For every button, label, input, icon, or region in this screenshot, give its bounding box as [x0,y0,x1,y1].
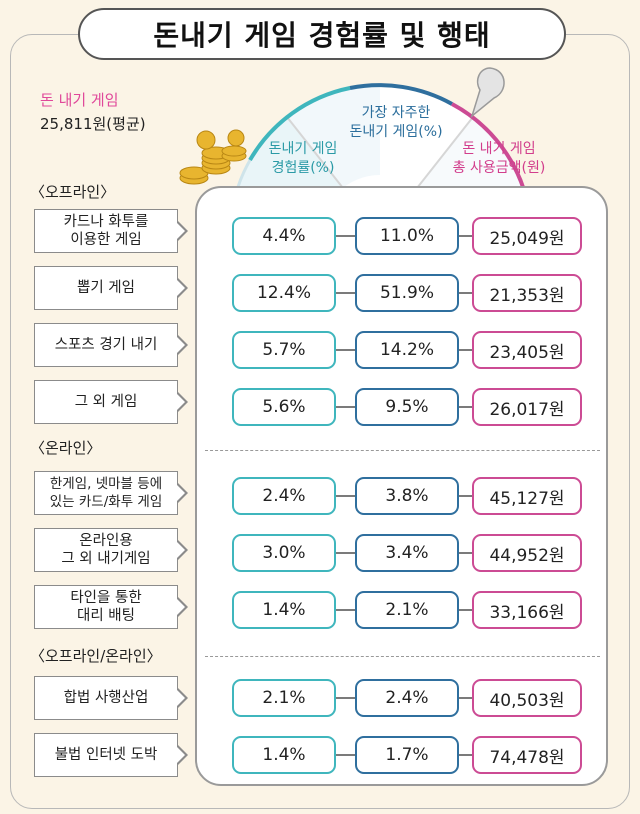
row-label: 그 외 게임 [34,380,188,424]
experience-rate-value: 4.4% [232,217,336,255]
coin-stack-icon [176,126,252,192]
total-spending-value: 74,478원 [472,736,582,774]
experience-rate-value: 1.4% [232,591,336,629]
total-spending-value: 21,353원 [472,274,582,312]
column-header-total-spending: 돈 내기 게임 총 사용금액(원) [452,141,546,176]
total-spending-value: 45,127원 [472,477,582,515]
row-label: 카드나 화투를 이용한 게임 [34,209,188,253]
total-spending-value: 26,017원 [472,388,582,426]
experience-rate-value: 1.4% [232,736,336,774]
row-label: 한게임, 넷마블 등에 있는 카드/화투 게임 [34,471,188,515]
experience-rate-value: 12.4% [232,274,336,312]
most-frequent-value: 2.4% [355,679,459,717]
total-spending-value: 44,952원 [472,534,582,572]
section-label-offline-online: 〈오프라인/온라인〉 [30,647,162,665]
average-label: 돈 내기 게임 [40,91,119,109]
section-divider [205,450,600,451]
column-header-experience-rate: 돈내기 게임 경험률(%) [268,141,338,176]
row-label: 뽑기 게임 [34,266,188,310]
column-header-most-frequent: 가장 자주한 돈내기 게임(%) [349,105,443,140]
experience-rate-value: 2.1% [232,679,336,717]
section-label-online: 〈온라인〉 [30,439,102,457]
row-label: 스포츠 경기 내기 [34,323,188,367]
most-frequent-value: 1.7% [355,736,459,774]
average-value: 25,811원(평균) [40,115,146,133]
most-frequent-value: 11.0% [355,217,459,255]
pointer-icon [470,67,505,119]
most-frequent-value: 51.9% [355,274,459,312]
total-spending-value: 40,503원 [472,679,582,717]
row-label: 온라인용 그 외 내기게임 [34,528,188,572]
section-label-offline: 〈오프라인〉 [30,183,116,201]
most-frequent-value: 9.5% [355,388,459,426]
row-label: 합법 사행산업 [34,676,188,720]
experience-rate-value: 2.4% [232,477,336,515]
row-label: 불법 인터넷 도박 [34,733,188,777]
most-frequent-value: 3.8% [355,477,459,515]
most-frequent-value: 3.4% [355,534,459,572]
total-spending-value: 33,166원 [472,591,582,629]
row-label: 타인을 통한 대리 배팅 [34,585,188,629]
section-divider [205,656,600,657]
total-spending-value: 23,405원 [472,331,582,369]
most-frequent-value: 2.1% [355,591,459,629]
total-spending-value: 25,049원 [472,217,582,255]
experience-rate-value: 5.6% [232,388,336,426]
experience-rate-value: 5.7% [232,331,336,369]
most-frequent-value: 14.2% [355,331,459,369]
page-title: 돈내기 게임 경험률 및 행태 [78,8,566,60]
experience-rate-value: 3.0% [232,534,336,572]
